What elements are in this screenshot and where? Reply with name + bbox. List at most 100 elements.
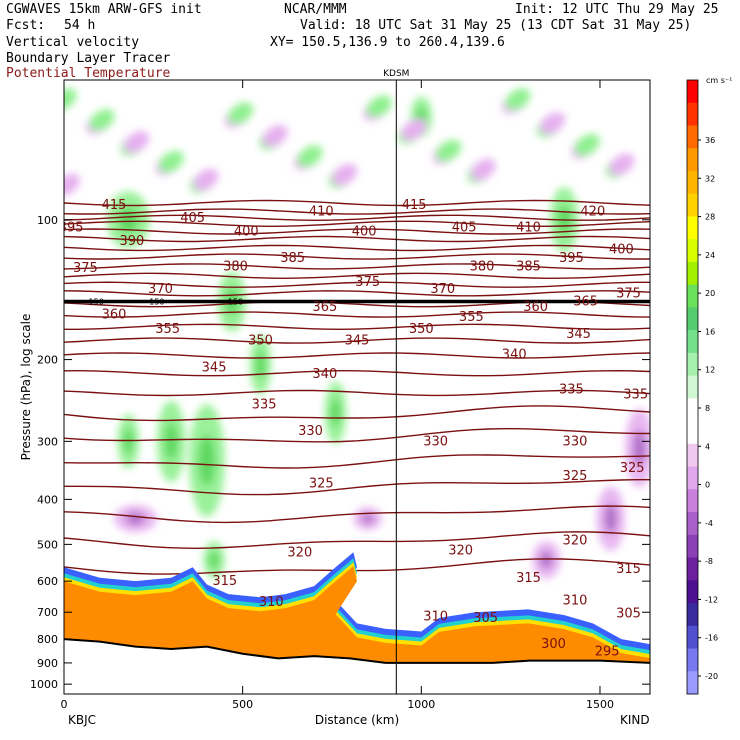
theta-contour [64,531,650,550]
colorbar-swatch [687,580,698,604]
theta-label: 325 [309,477,334,492]
vv-core-down [361,513,375,524]
vv-core-down [125,512,146,525]
theta-label: 305 [473,611,498,626]
theta-contour [64,290,650,297]
colorbar-swatch [687,261,698,286]
x-tick-label: 1000 [407,698,435,711]
theta-label: 400 [352,225,377,240]
colorbar: 36 32 28 24 20 16 12 8 4 0 -4 -8 -12 -16 -20 [686,79,718,695]
colorbar-swatch [687,466,698,490]
theta-contour [64,228,650,235]
stratospheric-wave-down [470,158,496,181]
theta-contour [64,214,650,222]
colorbar-swatch [687,80,698,104]
stratospheric-wave-down [262,125,288,147]
vv-core-down [539,551,553,569]
theta-label: 370 [430,282,455,297]
theta-contour [64,389,650,397]
theta-contour [64,558,650,575]
theta-label: 350 [409,322,434,337]
colorbar-tick-label: -20 [705,672,718,681]
theta-label: 415 [102,198,127,213]
theta-contour [64,428,650,443]
theta-label: 345 [202,360,227,375]
theta-contour [64,272,650,280]
colorbar-swatch [687,125,698,149]
theta-label: 340 [502,347,527,362]
theta-contour [64,505,650,524]
theta-contour [64,244,650,252]
potential-temperature-labels: 415 405 410 415 420 395 390 400 400 405 410 375 380 3… [59,198,648,659]
colorbar-swatch [687,375,698,399]
colorbar-swatch [687,489,698,513]
theta-label: 315 [616,562,641,577]
terrain-outline [64,638,650,664]
stratospheric-wave-down [401,118,427,141]
theta-contour [64,369,650,377]
stratospheric-wave-down [64,173,80,196]
y-tick-label: 800 [37,633,58,646]
theta-label: 305 [616,607,641,622]
theta-label: 360 [102,308,127,323]
x-axis-label: Distance (km) [315,713,399,727]
theta-contour [64,454,650,469]
theta-contour [64,337,650,344]
theta-label: 410 [516,221,541,236]
theta-label: 330 [423,434,448,449]
colorbar-swatch [687,102,698,126]
stratospheric-wave-down [123,131,150,153]
theta-label: 375 [73,261,98,276]
vertical-velocity-shading [64,88,650,579]
theta-contour [64,405,650,422]
theta-contour [64,311,650,318]
plot-area: 150 150 150 415 405 410 415 420 395 390 400 400 405… [59,88,650,694]
theta-label: 395 [59,221,84,236]
theta-label: 325 [563,469,588,484]
stratospheric-wave-down [331,163,358,186]
station-mid-label: KDSM [383,69,409,79]
colorbar-tick-label: 16 [705,327,715,336]
tropopause-line-label: 150 [149,298,164,307]
theta-label: 355 [459,310,484,325]
stratospheric-wave-up [574,134,600,156]
colorbar-swatch [687,330,698,354]
theta-label: 375 [355,275,380,290]
x-tick-label: 1500 [586,698,614,711]
x-tick-label: 500 [232,698,253,711]
theta-label: 355 [155,322,180,337]
theta-contour [64,352,650,359]
theta-label: 310 [563,593,588,608]
cross-section-endpoints: XY= 150.5,136.9 to 260.4,139.6 [270,35,505,50]
theta-label: 365 [573,295,598,310]
station-left-label: KBJC [68,713,96,727]
stratospheric-wave-up [227,102,254,125]
theta-contour [64,220,650,228]
colorbar-frame [686,79,699,695]
colorbar-swatch [687,534,698,559]
colorbar-tick-label: 20 [705,289,715,298]
y-axis-label: Pressure (hPa), log scale [19,314,33,461]
theta-label: 345 [566,327,591,342]
colorbar-tick-label: 0 [705,481,710,490]
theta-label: 415 [402,198,427,213]
vv-core-up [198,435,215,486]
theta-label: 340 [312,367,337,382]
tropopause-line-label: 150 [89,298,104,307]
colorbar-swatch [687,421,698,445]
theta-label: 380 [223,259,248,274]
stratospheric-wave-up [89,109,115,132]
field-boundary-layer-tracer: Boundary Layer Tracer [6,51,171,66]
stratospheric-wave-up [505,88,531,111]
colorbar-tick-label: -4 [705,519,713,528]
colorbar-swatch [687,512,698,536]
plot-frame [63,79,651,695]
theta-contour [64,199,650,207]
potential-temperature-contours: 150 150 150 [64,199,650,575]
colorbar-swatch [687,307,698,331]
colorbar-swatch [687,603,698,627]
theta-label: 370 [148,282,173,297]
theta-label: 330 [563,434,588,449]
colorbar-tick-label: 32 [705,174,715,183]
colorbar-tick-label: -16 [705,634,718,643]
